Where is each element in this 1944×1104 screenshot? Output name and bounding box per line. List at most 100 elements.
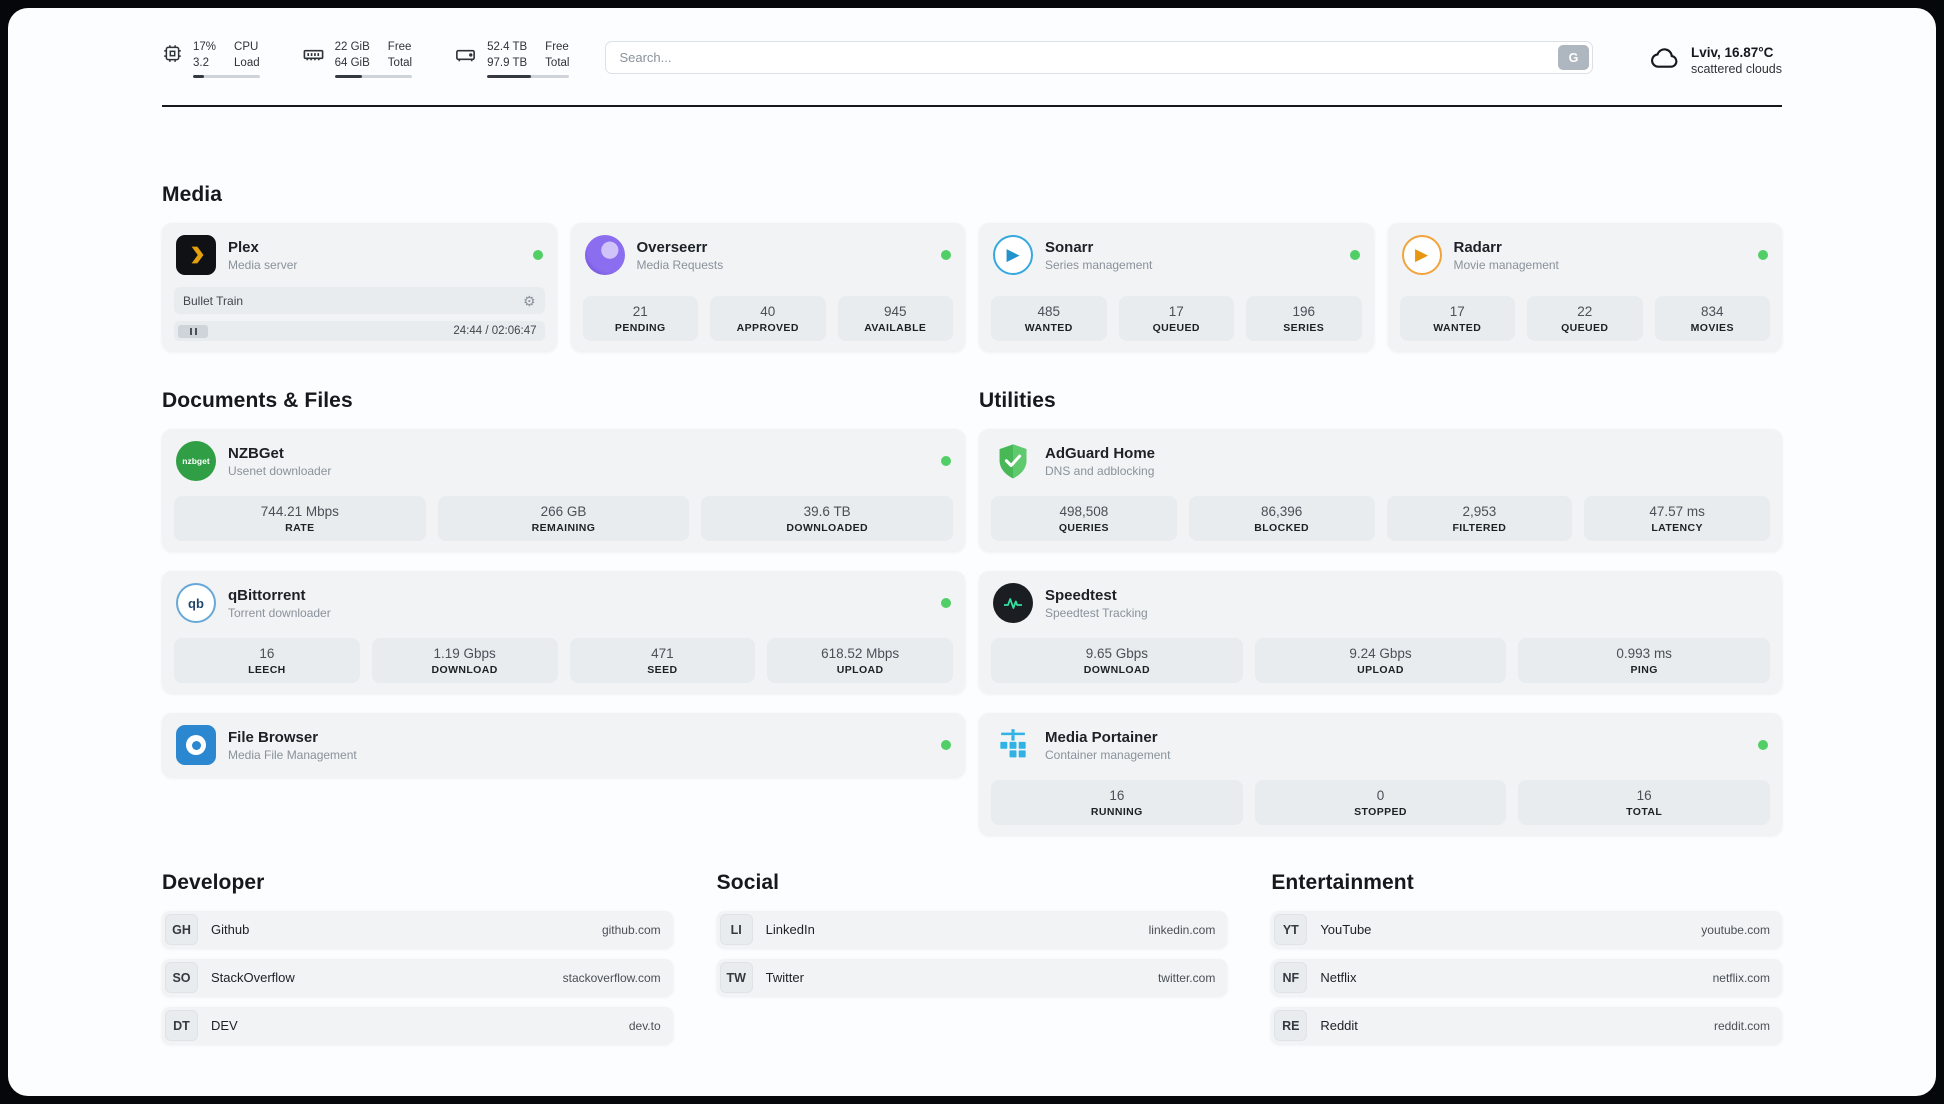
app-card-overseerr[interactable]: Overseerr Media Requests 21 PENDING 40 A… bbox=[570, 223, 965, 351]
sonarr-icon: ▶ bbox=[993, 235, 1033, 275]
disk-total-value: 97.9 TB bbox=[487, 56, 528, 69]
bookmark-stackoverflow[interactable]: SO StackOverflow stackoverflow.com bbox=[162, 959, 673, 996]
settings-gear-icon[interactable]: ⚙ bbox=[522, 292, 536, 309]
plex-icon bbox=[176, 235, 216, 275]
stat-approved: 40 APPROVED bbox=[710, 296, 826, 341]
app-card-filebrowser[interactable]: File Browser Media File Management bbox=[162, 713, 965, 777]
stat-filtered: 2,953 FILTERED bbox=[1386, 496, 1573, 541]
ram-total-value: 64 GiB bbox=[334, 56, 370, 69]
bookmark-section-entertainment: Entertainment YT YouTube youtube.com NF … bbox=[1271, 871, 1782, 1044]
stat-leech: 16 LEECH bbox=[174, 638, 360, 683]
disk-label-1: Free bbox=[545, 41, 569, 53]
section-title-entertainment: Entertainment bbox=[1271, 871, 1414, 894]
bookmark-youtube[interactable]: YT YouTube youtube.com bbox=[1271, 911, 1782, 948]
disk-free-value: 52.4 TB bbox=[487, 41, 528, 53]
stat-seed: 471 SEED bbox=[569, 638, 756, 683]
bookmark-dev[interactable]: DT DEV dev.to bbox=[162, 1007, 673, 1044]
disk-label-2: Total bbox=[545, 56, 570, 69]
ram-label-1: Free bbox=[387, 41, 412, 53]
status-online-dot bbox=[941, 456, 951, 466]
stat-series: 196 SERIES bbox=[1246, 296, 1362, 341]
ram-progress-bar bbox=[334, 74, 413, 78]
app-subtitle-radarr: Movie management bbox=[1453, 257, 1559, 272]
bookmark-badge: GH bbox=[165, 914, 198, 945]
bookmark-name: LinkedIn bbox=[765, 922, 815, 937]
bookmark-url: twitter.com bbox=[1157, 970, 1216, 985]
bookmark-github[interactable]: GH Github github.com bbox=[162, 911, 673, 948]
radarr-icon: ▶ bbox=[1401, 235, 1442, 275]
weather-location: Lviv, 16.87°C bbox=[1690, 45, 1774, 60]
filebrowser-icon bbox=[176, 725, 216, 765]
search-bar: G bbox=[605, 41, 1593, 74]
bookmark-name: Twitter bbox=[765, 970, 804, 985]
bookmark-badge: TW bbox=[719, 962, 753, 993]
bookmark-linkedin[interactable]: LI LinkedIn linkedin.com bbox=[716, 911, 1228, 948]
weather-condition: scattered clouds bbox=[1690, 62, 1782, 76]
bookmark-name: Github bbox=[211, 922, 250, 937]
status-online-dot bbox=[941, 250, 951, 260]
bookmark-name: YouTube bbox=[1320, 922, 1372, 937]
cpu-label-1: CPU bbox=[234, 41, 259, 53]
qbittorrent-icon: qb bbox=[176, 583, 216, 623]
bookmark-badge: RE bbox=[1274, 1010, 1308, 1041]
header-divider bbox=[162, 105, 1782, 107]
app-name-portainer: Media Portainer bbox=[1045, 728, 1158, 746]
app-card-sonarr[interactable]: ▶ Sonarr Series management 485 WANTED bbox=[979, 223, 1374, 351]
app-subtitle-speedtest: Speedtest Tracking bbox=[1045, 605, 1148, 620]
stat-pending: 21 PENDING bbox=[582, 296, 698, 341]
bookmark-url: reddit.com bbox=[1713, 1018, 1770, 1033]
section-media: Media Plex Media server Bullet Train bbox=[162, 183, 1782, 351]
status-online-dot bbox=[1758, 250, 1768, 260]
top-bar: 17% CPU 3.2 Load 22 GiB bbox=[162, 8, 1782, 79]
weather-widget: Lviv, 16.87°C scattered clouds bbox=[1649, 42, 1782, 79]
section-title-utilities: Utilities bbox=[979, 389, 1056, 412]
app-card-plex[interactable]: Plex Media server Bullet Train ⚙ 24:44 /… bbox=[162, 223, 557, 351]
player-time: 24:44 / 02:06:47 bbox=[453, 325, 537, 337]
app-card-nzbget[interactable]: nzbget NZBGet Usenet downloader 744.21 M… bbox=[162, 429, 965, 551]
player-seek-bar[interactable]: 24:44 / 02:06:47 bbox=[174, 321, 545, 341]
section-title-developer: Developer bbox=[162, 871, 265, 894]
bookmark-badge: NF bbox=[1274, 962, 1308, 993]
speedtest-icon bbox=[993, 583, 1033, 623]
app-name-filebrowser: File Browser bbox=[228, 728, 319, 746]
cpu-progress-bar bbox=[193, 74, 260, 78]
bookmark-badge: LI bbox=[719, 914, 753, 945]
bookmark-name: Reddit bbox=[1320, 1018, 1358, 1033]
pause-button[interactable] bbox=[178, 324, 208, 338]
stat-blocked: 86,396 BLOCKED bbox=[1188, 496, 1375, 541]
app-subtitle-overseerr: Media Requests bbox=[636, 257, 724, 272]
app-subtitle-plex: Media server bbox=[228, 257, 298, 272]
app-card-portainer[interactable]: Media Portainer Container management 16 … bbox=[979, 713, 1782, 835]
bookmark-reddit[interactable]: RE Reddit reddit.com bbox=[1271, 1007, 1782, 1044]
cpu-widget: 17% CPU 3.2 Load bbox=[162, 40, 260, 78]
stat-queued: 17 QUEUED bbox=[1118, 296, 1234, 341]
app-card-qbittorrent[interactable]: qb qBittorrent Torrent downloader 16 LEE… bbox=[162, 571, 965, 693]
app-name-radarr: Radarr bbox=[1453, 238, 1502, 256]
cloud-icon bbox=[1649, 42, 1681, 79]
search-input[interactable] bbox=[605, 41, 1593, 74]
app-subtitle-adguard: DNS and adblocking bbox=[1045, 463, 1155, 478]
section-title-social: Social bbox=[716, 871, 780, 894]
app-card-radarr[interactable]: ▶ Radarr Movie management 17 WANTED bbox=[1387, 223, 1782, 351]
ram-label-2: Total bbox=[387, 56, 413, 69]
cpu-label-2: Load bbox=[234, 56, 260, 69]
bookmark-netflix[interactable]: NF Netflix netflix.com bbox=[1271, 959, 1782, 996]
search-engine-button[interactable]: G bbox=[1557, 45, 1589, 70]
bookmark-badge: SO bbox=[165, 962, 198, 993]
stat-ping: 0.993 ms PING bbox=[1518, 638, 1771, 683]
cpu-icon bbox=[162, 40, 183, 78]
cpu-load-value: 3.2 bbox=[193, 56, 209, 69]
portainer-icon bbox=[993, 725, 1033, 765]
bookmark-section-developer: Developer GH Github github.com SO StackO… bbox=[162, 871, 673, 1044]
disk-widget: 52.4 TB Free 97.9 TB Total bbox=[454, 40, 570, 78]
bookmark-section-social: Social LI LinkedIn linkedin.com TW Twitt… bbox=[716, 871, 1228, 1044]
bookmark-twitter[interactable]: TW Twitter twitter.com bbox=[716, 959, 1228, 996]
app-card-speedtest[interactable]: Speedtest Speedtest Tracking 9.65 Gbps D… bbox=[979, 571, 1782, 693]
stat-queries: 498,508 QUERIES bbox=[991, 496, 1177, 541]
bookmark-badge: YT bbox=[1274, 914, 1308, 945]
bookmark-url: dev.to bbox=[628, 1018, 661, 1033]
bookmark-url: netflix.com bbox=[1712, 970, 1770, 985]
app-card-adguard[interactable]: AdGuard Home DNS and adblocking 498,508 … bbox=[979, 429, 1782, 551]
stat-available: 945 AVAILABLE bbox=[837, 296, 953, 341]
stat-upload: 618.52 Mbps UPLOAD bbox=[767, 638, 953, 683]
